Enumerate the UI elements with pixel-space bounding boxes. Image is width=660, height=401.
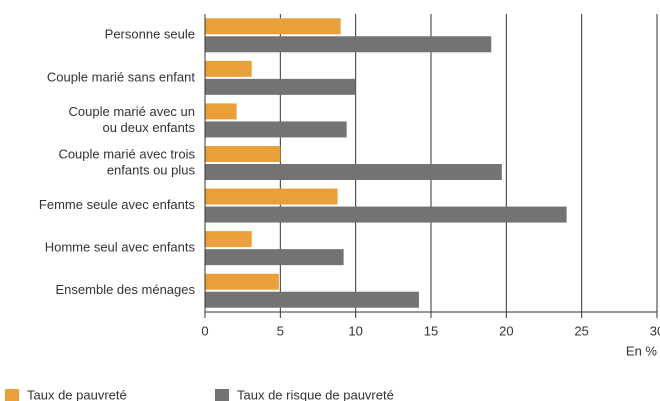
y-tick-label: Femme seule avec enfants [39, 197, 196, 212]
y-tick-label: enfants ou plus [107, 162, 196, 177]
bar [205, 78, 356, 95]
bar [205, 231, 252, 248]
legend-swatch [215, 389, 229, 401]
bar [205, 273, 279, 290]
bar [205, 121, 347, 138]
bar [205, 291, 419, 308]
x-tick-label: 20 [499, 323, 513, 338]
bar [205, 18, 341, 35]
bar [205, 164, 502, 180]
y-tick-label: Homme seul avec enfants [45, 240, 196, 255]
x-tick-label: 15 [424, 323, 438, 338]
legend-label: Taux de pauvreté [27, 387, 127, 401]
bar [205, 188, 338, 205]
bar [205, 146, 281, 162]
y-tick-label: Couple marié avec un [69, 104, 195, 119]
bar [205, 103, 237, 120]
x-tick-label: 25 [574, 323, 588, 338]
y-tick-label: ou deux enfants [102, 120, 195, 135]
bar [205, 60, 252, 77]
x-tick-label: 10 [348, 323, 362, 338]
x-axis-label: En % [626, 343, 658, 358]
bar [205, 206, 567, 223]
legend-label: Taux de risque de pauvreté [237, 387, 394, 401]
y-tick-label: Couple marié avec trois [58, 146, 195, 161]
y-tick-label: Ensemble des ménages [56, 282, 196, 297]
x-tick-label: 5 [277, 323, 284, 338]
bar [205, 249, 344, 266]
x-tick-label: 0 [201, 323, 208, 338]
x-tick-label: 30 [650, 323, 660, 338]
y-tick-label: Personne seule [105, 27, 195, 42]
legend-swatch [5, 389, 19, 401]
bar [205, 36, 492, 53]
y-tick-label: Couple marié sans enfant [47, 69, 196, 84]
